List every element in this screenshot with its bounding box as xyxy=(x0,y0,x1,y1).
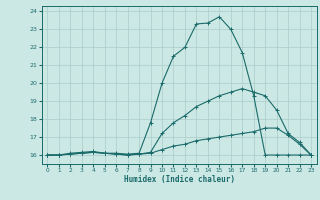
X-axis label: Humidex (Indice chaleur): Humidex (Indice chaleur) xyxy=(124,175,235,184)
